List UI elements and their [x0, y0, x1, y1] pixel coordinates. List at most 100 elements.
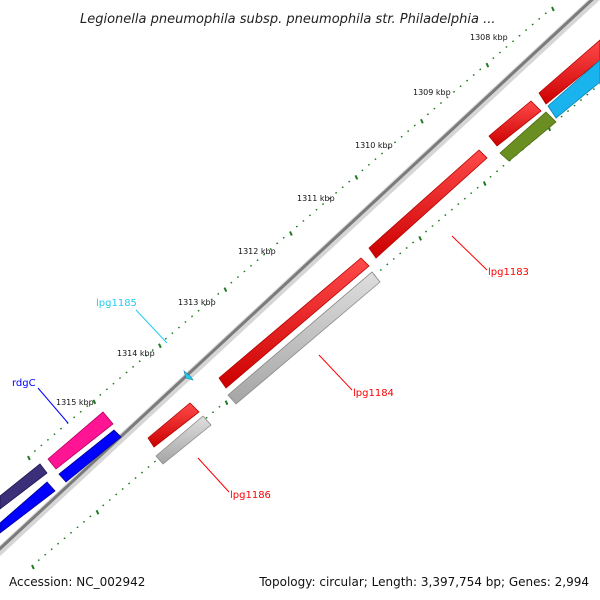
tick-label-1315: 1315 kbp	[56, 398, 94, 407]
major-tick	[92, 399, 97, 405]
label-lpg1184[interactable]: lpg1184	[353, 388, 394, 399]
gene-lpg1183[interactable]	[368, 149, 488, 259]
label-lpg1183[interactable]: lpg1183	[488, 267, 529, 278]
gene-feature[interactable]	[58, 429, 122, 483]
minor-tick	[380, 152, 384, 155]
minor-tick	[392, 257, 395, 260]
minor-tick	[53, 433, 56, 436]
minor-tick	[218, 405, 221, 408]
minor-tick	[328, 197, 331, 200]
minor-tick	[125, 371, 128, 374]
callout-line-lpg1184	[318, 354, 353, 391]
minor-tick	[40, 444, 43, 447]
minor-tick	[322, 203, 325, 206]
minor-tick	[308, 214, 311, 217]
minor-tick	[217, 292, 220, 295]
minor-tick	[341, 186, 344, 189]
minor-tick	[128, 482, 131, 485]
minor-tick	[256, 259, 259, 262]
minor-tick	[79, 410, 82, 413]
minor-tick	[518, 34, 521, 37]
gene-feature[interactable]	[499, 111, 557, 162]
minor-tick	[472, 74, 475, 76]
tick-label-1313: 1313 kbp	[178, 298, 216, 307]
minor-tick	[433, 107, 436, 110]
tick-label-1312: 1312 kbp	[238, 247, 276, 256]
minor-tick	[394, 141, 397, 144]
minor-tick	[210, 298, 213, 301]
minor-tick	[153, 460, 156, 463]
minor-tick	[230, 281, 233, 284]
minor-tick	[177, 326, 180, 329]
minor-tick	[60, 427, 63, 430]
major-tick	[158, 343, 162, 349]
minor-tick	[459, 85, 462, 88]
gene-feature[interactable]	[0, 463, 48, 510]
gene-lpg1186[interactable]	[155, 415, 212, 465]
label-lpg1186[interactable]: lpg1186	[230, 490, 271, 501]
major-tick	[482, 181, 487, 187]
gene-lpg1184[interactable]	[227, 271, 381, 405]
minor-tick	[586, 93, 589, 96]
gray-features	[155, 271, 381, 465]
minor-tick	[426, 113, 429, 116]
minor-tick	[171, 332, 174, 335]
minor-tick	[205, 416, 208, 419]
minor-tick	[573, 104, 576, 107]
minor-tick	[450, 208, 453, 211]
callout-line-lpg1183	[451, 235, 488, 271]
minor-tick	[191, 315, 194, 318]
minor-tick	[425, 230, 428, 233]
major-tick	[27, 455, 31, 461]
minor-tick	[115, 493, 118, 496]
minor-tick	[505, 45, 508, 48]
gene-lpg1185[interactable]	[183, 370, 194, 381]
gene-feature[interactable]	[547, 59, 600, 119]
backbone	[0, 0, 600, 557]
minor-tick	[544, 12, 547, 15]
label-lpg1185[interactable]: lpg1185	[96, 298, 137, 309]
minor-tick	[531, 23, 534, 26]
minor-tick	[479, 68, 482, 71]
minor-tick	[184, 320, 187, 323]
minor-tick	[492, 57, 495, 60]
minor-tick	[121, 487, 124, 490]
minor-tick	[592, 88, 595, 91]
minor-tick	[453, 90, 456, 93]
minor-tick	[263, 253, 266, 256]
minor-tick	[538, 17, 541, 20]
minor-tick	[44, 553, 47, 556]
gene-feature[interactable]	[218, 257, 370, 389]
minor-tick	[138, 360, 141, 363]
minor-tick	[145, 354, 148, 357]
label-rdgC[interactable]: rdgC	[12, 378, 36, 389]
gene-feature[interactable]	[147, 402, 200, 448]
minor-tick	[387, 146, 390, 149]
kbp-labels: 1308 kbp 1309 kbp 1310 kbp 1311 kbp 1312…	[56, 33, 508, 407]
major-tick	[418, 235, 422, 241]
gene-feature[interactable]	[538, 39, 600, 105]
minor-tick	[76, 526, 79, 529]
major-tick	[354, 174, 359, 180]
minor-tick	[361, 169, 364, 172]
summary-text: Topology: circular; Length: 3,397,754 bp…	[258, 575, 589, 589]
minor-tick	[295, 225, 298, 228]
minor-tick	[63, 537, 66, 540]
gene-feature[interactable]	[488, 100, 542, 147]
minor-tick	[118, 377, 122, 380]
tick-label-1308: 1308 kbp	[470, 33, 508, 42]
minor-tick	[141, 471, 144, 474]
major-tick	[289, 231, 293, 236]
major-tick	[223, 287, 228, 293]
tick-label-1309: 1309 kbp	[413, 88, 451, 97]
gene-feature[interactable]	[0, 481, 56, 534]
callout-line-lpg1185	[135, 309, 168, 344]
gene-rdgC[interactable]	[47, 411, 114, 470]
minor-tick	[525, 29, 528, 32]
minor-tick	[70, 531, 73, 534]
minor-tick	[444, 214, 447, 217]
minor-tick	[466, 79, 469, 82]
minor-tick	[112, 382, 115, 385]
minor-tick	[151, 349, 154, 351]
